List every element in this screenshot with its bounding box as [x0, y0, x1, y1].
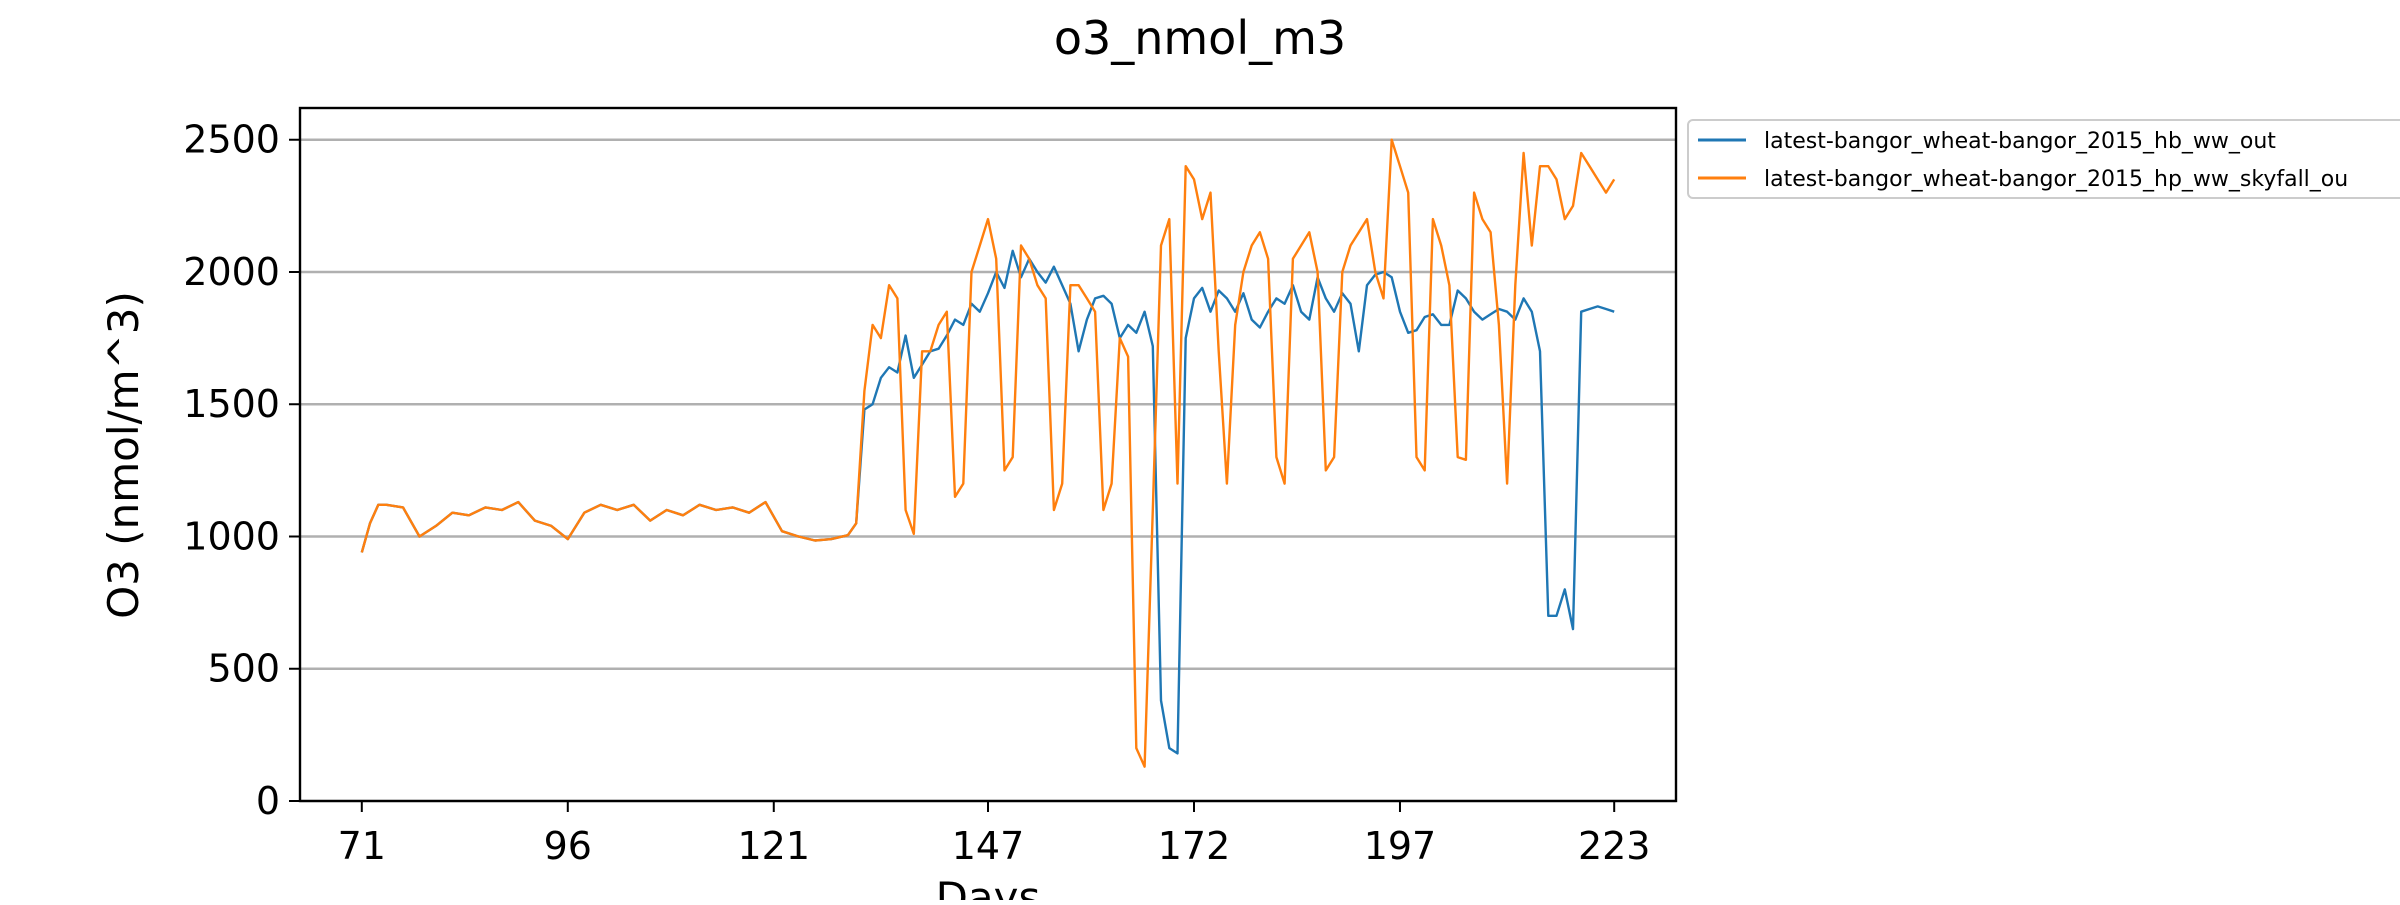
y-axis: 0 500 1000 1500 2000 2500 [183, 118, 300, 823]
plot-frame [298, 106, 1678, 803]
series-line-1 [360, 249, 1615, 755]
chart-title: o3_nmol_m3 [1054, 11, 1346, 65]
y-tick-label: 500 [207, 647, 280, 691]
y-tick-label: 2500 [183, 118, 280, 162]
y-tick-label: 2000 [183, 250, 280, 294]
y-axis-label: O3 (nmol/m^3) [99, 291, 148, 619]
gridlines [300, 138, 1676, 803]
x-axis-label: Days [936, 873, 1041, 900]
series-lines [360, 138, 1616, 768]
legend-label: latest-bangor_wheat-bangor_2015_hb_ww_ou… [1764, 129, 2276, 154]
x-axis: 71 96 121 147 172 197 223 [338, 801, 1651, 868]
legend-box [1687, 119, 2400, 199]
legend: latest-bangor_wheat-bangor_2015_hb_ww_ou… [1687, 119, 2400, 199]
x-tick-label: 172 [1158, 824, 1231, 868]
y-tick-label: 0 [256, 779, 280, 823]
y-tick-label: 1000 [183, 514, 280, 558]
x-tick-label: 71 [338, 824, 386, 868]
x-tick-label: 197 [1364, 824, 1437, 868]
y-tick-label: 1500 [183, 382, 280, 426]
x-tick-label: 147 [952, 824, 1025, 868]
x-tick-label: 121 [738, 824, 811, 868]
x-tick-label: 96 [544, 824, 592, 868]
legend-label: latest-bangor_wheat-bangor_2015_hp_ww_sk… [1764, 167, 2348, 192]
series-line-2 [360, 138, 1616, 768]
x-tick-label: 223 [1578, 824, 1651, 868]
